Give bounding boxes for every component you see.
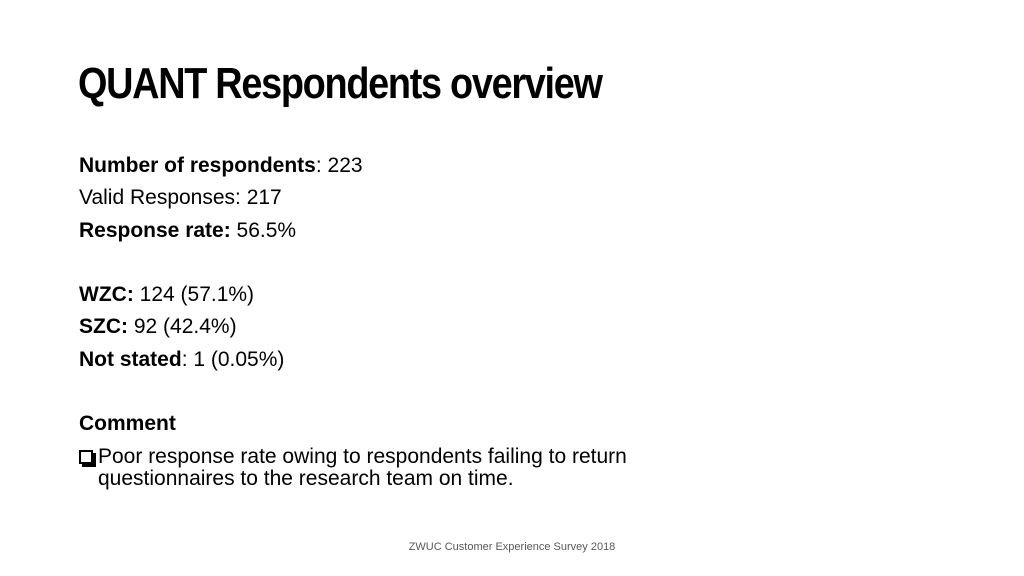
not-stated-label: Not stated: [79, 347, 182, 371]
comment-heading: Comment: [79, 412, 176, 436]
wzc-line: WZC: 124 (57.1%): [79, 279, 699, 311]
not-stated-line: Not stated: 1 (0.05%): [79, 344, 699, 376]
comment-bullet-text: Poor response rate owing to respondents …: [98, 444, 627, 490]
spacer: [79, 247, 699, 279]
wzc-label: WZC:: [79, 283, 134, 307]
slide-title: QUANT Respondents overview: [78, 59, 603, 108]
spacer: [79, 376, 699, 408]
szc-value: 92 (42.4%): [128, 315, 237, 339]
respondents-line: Number of respondents: 223: [79, 150, 699, 182]
szc-label: SZC:: [79, 315, 128, 339]
wzc-value: 124 (57.1%): [133, 283, 255, 307]
comment-heading-line: Comment: [79, 408, 699, 440]
valid-responses-text: Valid Responses: 217: [79, 186, 282, 210]
slide-body: Number of respondents: 223 Valid Respons…: [79, 150, 699, 490]
response-rate-value: 56.5%: [230, 218, 297, 242]
response-rate-line: Response rate: 56.5%: [79, 215, 699, 247]
respondents-label: Number of respondents: [79, 154, 316, 177]
response-rate-label: Response rate:: [79, 218, 231, 242]
valid-responses-line: Valid Responses: 217: [79, 182, 699, 214]
not-stated-value: : 1 (0.05%): [181, 347, 285, 371]
comment-bullet: Poor response rate owing to respondents …: [79, 444, 699, 490]
szc-line: SZC: 92 (42.4%): [79, 311, 699, 343]
checkbox-bullet-icon: [79, 449, 93, 464]
slide-footer: ZWUC Customer Experience Survey 2018: [408, 541, 616, 553]
respondents-value: : 223: [315, 154, 363, 177]
